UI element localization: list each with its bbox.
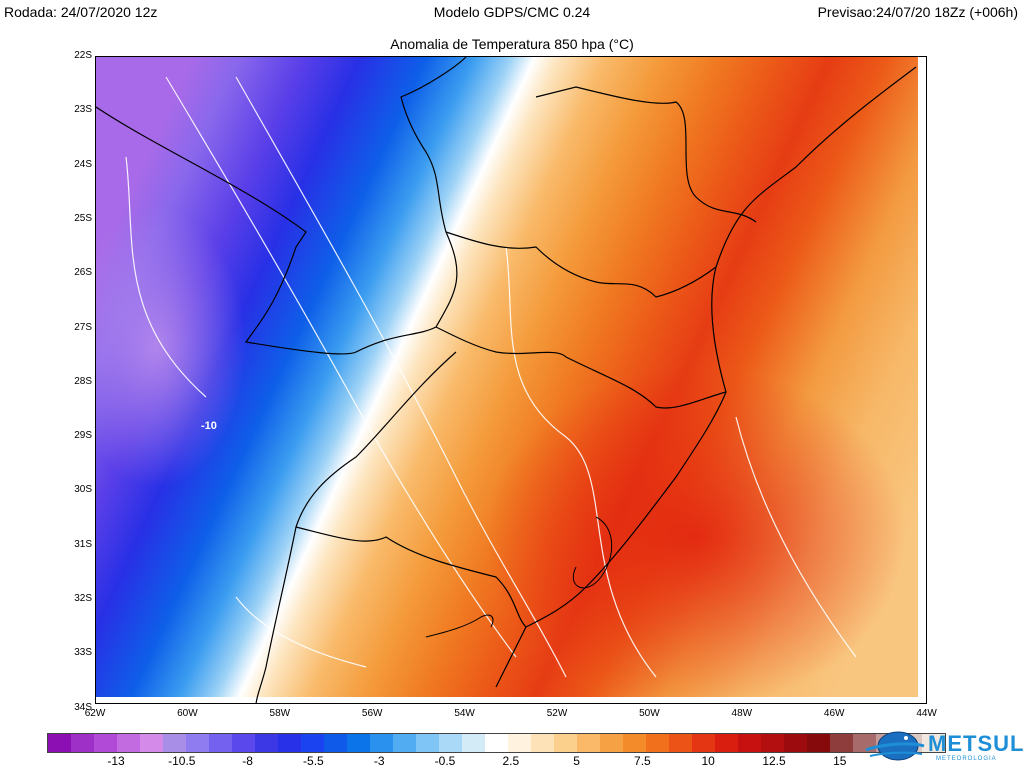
lon-tick-label: 56W [361, 708, 383, 719]
lon-tick-label: 52W [546, 708, 568, 719]
colorbar-swatch [922, 734, 945, 752]
colorbar-tick-label: -10.5 [168, 754, 196, 768]
colorbar-swatch [761, 734, 784, 752]
map-title: Anomalia de Temperatura 850 hpa (°C) [390, 36, 634, 52]
lon-tick-label: 46W [823, 708, 845, 719]
lat-tick-label: 32S [74, 593, 92, 604]
colorbar-swatch [278, 734, 301, 752]
colorbar-tick-label: 10 [701, 754, 715, 768]
colorbar-tick-label: 5 [573, 754, 580, 768]
colorbar-swatch [738, 734, 761, 752]
colorbar-tick-label: -8 [242, 754, 253, 768]
lat-tick-label: 23S [74, 104, 92, 116]
lon-tick-label: 58W [269, 708, 291, 719]
colorbar-swatch [646, 734, 669, 752]
lat-tick-label: 22S [74, 50, 92, 61]
colorbar-swatch [807, 734, 830, 752]
model-label: Modelo GDPS/CMC 0.24 [433, 4, 591, 20]
colorbar-swatch [577, 734, 600, 752]
lat-tick-label: 34S [74, 701, 92, 713]
colorbar-swatch [508, 734, 531, 752]
colorbar-tick-label: 7.5 [634, 754, 651, 768]
map-panel: -10 [95, 56, 927, 704]
forecast-time-label: Previsao:24/07/20 18Zz (+006h) [817, 4, 1018, 20]
lat-tick-label: 29S [74, 430, 92, 442]
colorbar-swatch [255, 734, 278, 752]
colorbar-tick-label: -0.5 [434, 754, 456, 768]
lat-tick-label: 28S [74, 375, 92, 387]
colorbar-swatch [140, 734, 163, 752]
colorbar-swatch [692, 734, 715, 752]
run-time-label: Rodada: 24/07/2020 12z [4, 4, 158, 20]
colorbar [47, 733, 946, 753]
colorbar-swatch [623, 734, 646, 752]
lat-tick-label: 24S [74, 158, 92, 170]
colorbar-tick-label: -5.5 [303, 754, 324, 768]
colorbar-tick-label: 12.5 [762, 754, 786, 768]
colorbar-swatch [485, 734, 508, 752]
colorbar-swatch [324, 734, 347, 752]
lat-tick-label: 31S [74, 538, 92, 550]
colorbar-swatch [462, 734, 485, 752]
lon-tick-label: 48W [731, 708, 753, 719]
colorbar-swatch [186, 734, 209, 752]
lon-tick-label: 54W [454, 708, 475, 719]
colorbar-swatch [531, 734, 554, 752]
colorbar-swatch [48, 734, 71, 752]
colorbar-swatch [393, 734, 416, 752]
colorbar-swatch [370, 734, 393, 752]
lat-tick-label: 33S [74, 647, 92, 659]
colorbar-tick-label: 2.5 [502, 754, 520, 768]
colorbar-swatch [830, 734, 853, 752]
lon-tick-label: 50W [639, 708, 660, 719]
colorbar-swatch [347, 734, 370, 752]
logo-text: METSUL [928, 731, 1024, 756]
colorbar-tick-label: -3 [373, 754, 385, 768]
logo-tagline: METEOROLOGIA [936, 756, 997, 762]
contour-label: -10 [201, 420, 217, 432]
colorbar-swatch [416, 734, 439, 752]
lon-tick-label: 62W [84, 708, 106, 719]
contour-line [125, 156, 207, 398]
colorbar-swatch [301, 734, 324, 752]
colorbar-swatch [554, 734, 577, 752]
lon-tick-label: 60W [177, 708, 198, 719]
colorbar-swatch [163, 734, 186, 752]
anomaly-map: -10 [96, 57, 926, 703]
lat-tick-label: 25S [74, 212, 92, 224]
colorbar-tick-label: 15 [833, 754, 847, 768]
globe-icon [865, 731, 925, 761]
colorbar-swatch [94, 734, 117, 752]
lon-tick-label: 44W [916, 708, 937, 719]
colorbar-swatch [439, 734, 462, 752]
colorbar-swatch [117, 734, 140, 752]
metsul-logo: METSUL METEOROLOGIA [862, 728, 1024, 766]
colorbar-swatch [784, 734, 807, 752]
colorbar-swatch [669, 734, 692, 752]
colorbar-swatch [232, 734, 255, 752]
colorbar-swatch [71, 734, 94, 752]
lat-tick-label: 27S [74, 321, 92, 333]
lat-tick-label: 26S [74, 267, 92, 279]
colorbar-tick-label: -13 [107, 754, 125, 768]
colorbar-swatch [715, 734, 738, 752]
colorbar-swatch [600, 734, 623, 752]
colorbar-swatch [209, 734, 232, 752]
lat-tick-label: 30S [74, 484, 92, 496]
